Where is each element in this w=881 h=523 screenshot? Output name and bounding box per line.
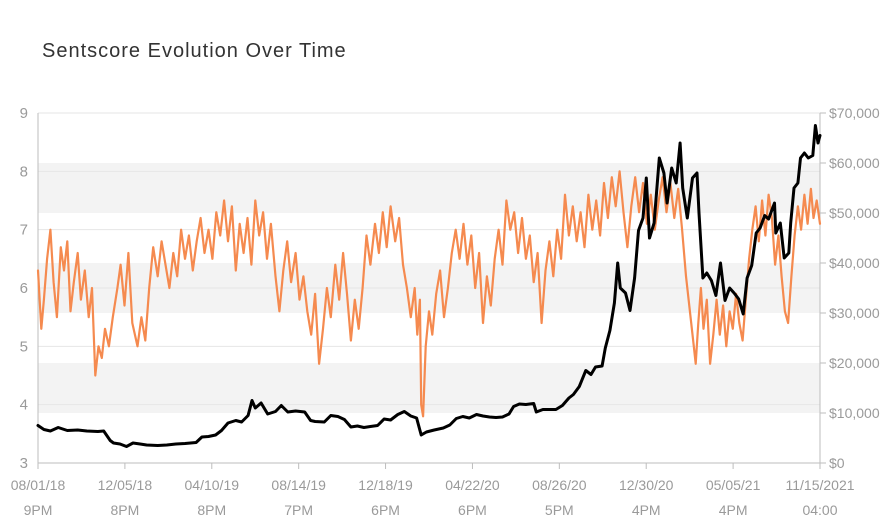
x-tick-date: 05/05/21 — [706, 477, 761, 493]
x-tick-date: 08/26/20 — [532, 477, 587, 493]
x-tick-time: 8PM — [197, 502, 226, 518]
chart-title: Sentscore Evolution Over Time — [42, 40, 347, 62]
x-axis-ticks: 08/01/18 9PM 12/05/18 8PM 04/10/19 8PM 08/14/1… — [11, 463, 855, 518]
right-axis-ticks: $0 $10,000 $20,000 $30,000 $40,000 $50,000 $60… — [820, 105, 880, 471]
right-tick-label: $60,000 — [829, 155, 880, 171]
x-tick-time: 8PM — [110, 502, 139, 518]
left-tick-label: 3 — [20, 455, 28, 472]
right-tick-label: $40,000 — [829, 255, 880, 271]
series-line-1 — [36, 170, 822, 418]
x-tick-time: 4PM — [632, 502, 661, 518]
x-tick-date: 11/15/2021 — [785, 477, 854, 493]
x-tick-time: 6PM — [371, 502, 400, 518]
left-tick-label: 6 — [20, 280, 28, 297]
right-tick-label: $0 — [829, 455, 845, 471]
band — [38, 363, 820, 413]
left-tick-label: 5 — [20, 338, 28, 355]
x-tick-date: 12/05/18 — [98, 477, 153, 493]
x-tick-time: 6PM — [458, 502, 487, 518]
series-line-2 — [36, 124, 822, 448]
x-tick-date: 04/22/20 — [445, 477, 500, 493]
right-tick-label: $10,000 — [829, 405, 880, 421]
left-tick-label: 9 — [20, 105, 28, 122]
x-tick-time: 7PM — [284, 502, 313, 518]
left-axis-ticks: 3 4 5 6 7 8 9 — [20, 105, 28, 472]
left-tick-label: 4 — [20, 397, 28, 414]
right-tick-label: $70,000 — [829, 105, 880, 121]
x-tick-date: 08/14/19 — [271, 477, 326, 493]
x-tick-date: 12/18/19 — [358, 477, 413, 493]
x-tick-date: 08/01/18 — [11, 477, 66, 493]
x-tick-time: 4PM — [719, 502, 748, 518]
right-tick-label: $20,000 — [829, 355, 880, 371]
x-tick-time: 5PM — [545, 502, 574, 518]
x-tick-date: 12/30/20 — [619, 477, 674, 493]
x-tick-time: 04:00 — [802, 502, 837, 518]
left-tick-label: 8 — [20, 163, 28, 180]
x-tick-date: 04/10/19 — [185, 477, 240, 493]
left-tick-label: 7 — [20, 222, 28, 239]
right-tick-label: $50,000 — [829, 205, 880, 221]
x-tick-time: 9PM — [24, 502, 53, 518]
band — [38, 163, 820, 213]
series-group — [36, 124, 822, 448]
right-tick-label: $30,000 — [829, 305, 880, 321]
